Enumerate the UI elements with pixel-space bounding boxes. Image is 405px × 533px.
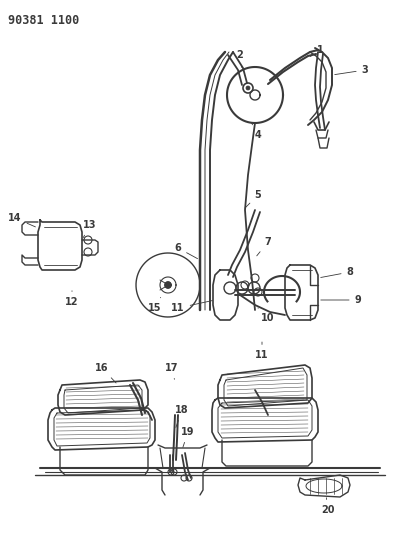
Text: 20: 20	[321, 498, 335, 515]
Circle shape	[246, 86, 250, 90]
Text: 7: 7	[257, 237, 271, 256]
Text: 90381 1100: 90381 1100	[8, 14, 79, 27]
Text: 11: 11	[255, 342, 269, 360]
Text: 2: 2	[237, 50, 243, 67]
Text: 19: 19	[181, 427, 195, 447]
Text: 18: 18	[175, 405, 189, 427]
Text: 16: 16	[95, 363, 116, 383]
Text: 6: 6	[175, 243, 198, 259]
Text: 15: 15	[148, 297, 162, 313]
Text: 1: 1	[310, 45, 323, 56]
Text: 12: 12	[65, 291, 79, 307]
Text: 9: 9	[321, 295, 361, 305]
Text: 13: 13	[83, 220, 97, 238]
Text: 5: 5	[245, 190, 261, 208]
Circle shape	[165, 282, 171, 288]
Text: 3: 3	[335, 65, 369, 75]
Text: 8: 8	[321, 267, 354, 278]
Text: 10: 10	[258, 308, 275, 323]
Text: 11: 11	[171, 301, 212, 313]
Text: 4: 4	[252, 123, 261, 140]
Text: 14: 14	[8, 213, 36, 227]
Text: 17: 17	[165, 363, 179, 379]
